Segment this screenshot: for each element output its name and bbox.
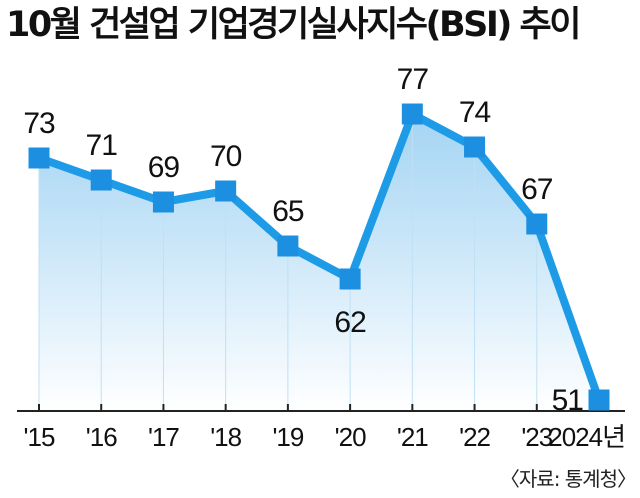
markers (28, 103, 610, 411)
marker-7 (464, 136, 486, 158)
marker-6 (401, 103, 423, 125)
marker-8 (526, 213, 548, 235)
tick-label-8: '23 (521, 422, 552, 452)
tick-label-6: '21 (397, 422, 428, 452)
tick-label-5: '20 (335, 422, 366, 452)
drop-lines (38, 114, 600, 411)
marker-2 (152, 191, 174, 213)
tick-label-1: '16 (86, 422, 117, 452)
tick-label-9: 2024년 (548, 422, 625, 452)
value-label-8: 67 (521, 173, 553, 206)
value-label-6: 77 (397, 63, 429, 96)
marker-0 (28, 147, 50, 169)
tick-label-4: '19 (272, 422, 303, 452)
source-note: 〈자료: 통계청〉 (499, 467, 637, 491)
value-label-2: 69 (148, 151, 180, 184)
chart-title: 10월 건설업 기업경기실사지수(BSI) 추이 (6, 5, 581, 45)
marker-4 (277, 235, 299, 257)
tick-label-2: '17 (148, 422, 179, 452)
value-labels: 73 71 69 70 65 62 77 74 67 51 (23, 63, 584, 417)
series-line (35, 110, 603, 404)
marker-5 (339, 268, 361, 290)
marker-9 (588, 389, 610, 411)
marker-3 (215, 180, 237, 202)
value-label-9: 51 (552, 384, 584, 417)
value-label-3: 70 (210, 140, 242, 173)
tick-label-0: '15 (24, 422, 55, 452)
value-label-0: 73 (23, 107, 55, 140)
value-label-4: 65 (272, 195, 304, 228)
tick-label-3: '18 (210, 422, 241, 452)
marker-1 (90, 169, 112, 191)
value-label-7: 74 (459, 96, 491, 129)
tick-label-7: '22 (459, 422, 490, 452)
value-label-5: 62 (334, 306, 366, 339)
value-label-1: 71 (86, 129, 118, 162)
